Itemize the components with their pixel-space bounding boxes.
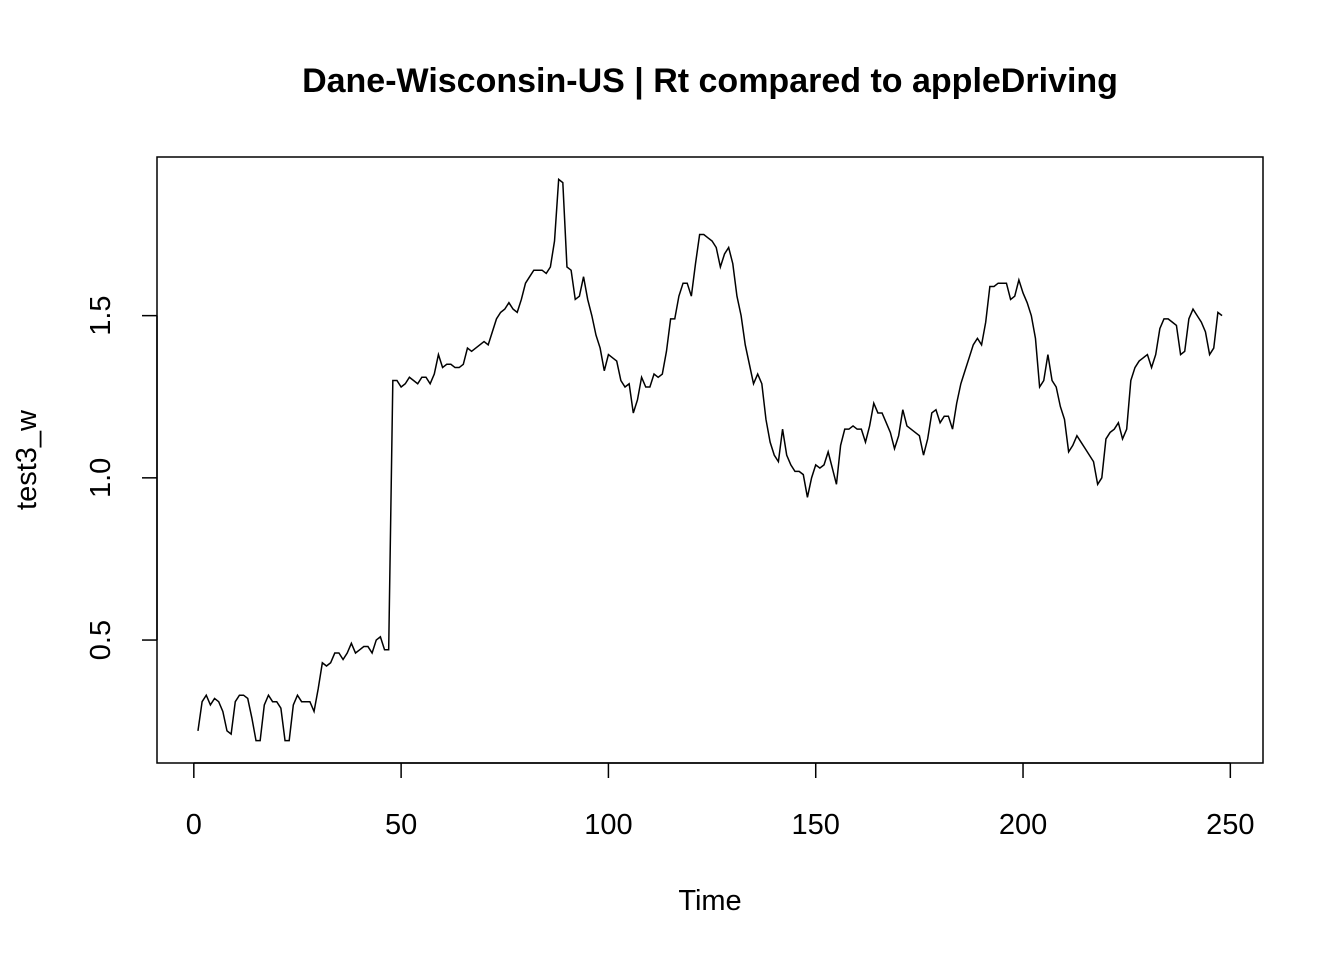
y-tick-label: 1.0 [85, 458, 117, 498]
x-tick-label: 150 [792, 809, 840, 841]
x-tick-label: 200 [999, 809, 1047, 841]
x-axis-label: Time [678, 885, 741, 917]
chart-title: Dane-Wisconsin-US | Rt compared to apple… [302, 62, 1118, 100]
y-axis-label: test3_w [11, 409, 43, 510]
x-tick-label: 50 [385, 809, 417, 841]
data-line [197, 177, 1223, 742]
x-tick-label: 0 [186, 809, 202, 841]
y-tick-label: 1.5 [85, 295, 117, 335]
y-tick-label: 0.5 [85, 620, 117, 660]
x-tick-label: 100 [584, 809, 632, 841]
x-tick-label: 250 [1206, 809, 1254, 841]
